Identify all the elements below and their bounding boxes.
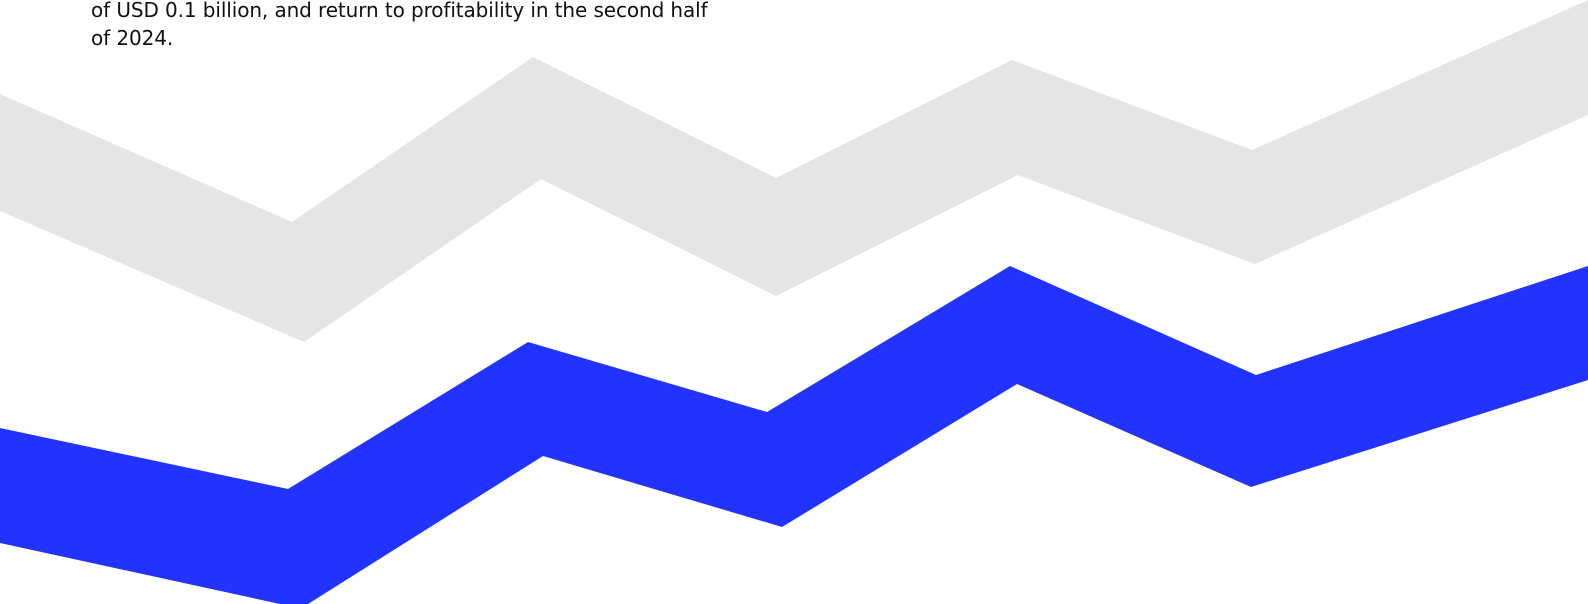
body-paragraph: of USD 0.1 billion, and return to profit…: [91, 0, 771, 52]
body-paragraph-line-2: of 2024.: [91, 26, 174, 50]
body-paragraph-line-1: of USD 0.1 billion, and return to profit…: [91, 0, 708, 22]
blue-zigzag-band: [0, 266, 1588, 604]
grey-zigzag-band: [0, 0, 1588, 342]
